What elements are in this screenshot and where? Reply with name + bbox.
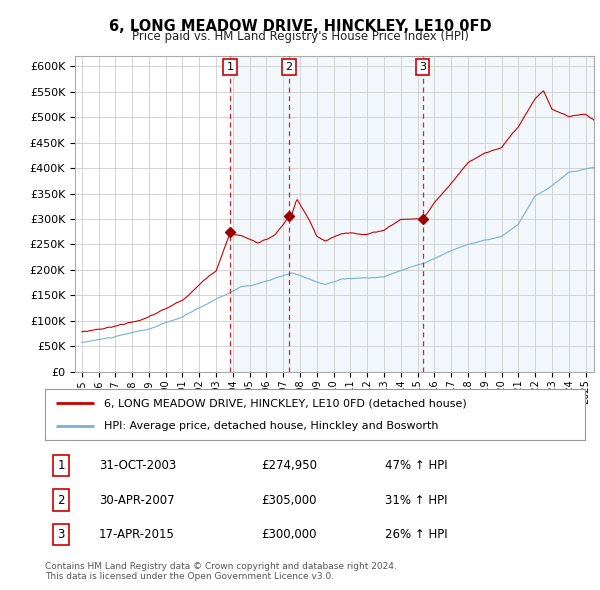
Text: 31% ↑ HPI: 31% ↑ HPI [385, 493, 448, 507]
Text: Price paid vs. HM Land Registry's House Price Index (HPI): Price paid vs. HM Land Registry's House … [131, 30, 469, 43]
Text: 6, LONG MEADOW DRIVE, HINCKLEY, LE10 0FD (detached house): 6, LONG MEADOW DRIVE, HINCKLEY, LE10 0FD… [104, 398, 467, 408]
Text: This data is licensed under the Open Government Licence v3.0.: This data is licensed under the Open Gov… [45, 572, 334, 581]
Text: 17-APR-2015: 17-APR-2015 [99, 528, 175, 541]
Text: 3: 3 [58, 528, 65, 541]
Text: 2: 2 [286, 62, 292, 72]
Text: £305,000: £305,000 [261, 493, 317, 507]
Text: 1: 1 [227, 62, 233, 72]
Text: 1: 1 [58, 459, 65, 472]
Text: £274,950: £274,950 [261, 459, 317, 472]
Text: 2: 2 [58, 493, 65, 507]
Text: 47% ↑ HPI: 47% ↑ HPI [385, 459, 448, 472]
Text: HPI: Average price, detached house, Hinckley and Bosworth: HPI: Average price, detached house, Hinc… [104, 421, 439, 431]
Text: 26% ↑ HPI: 26% ↑ HPI [385, 528, 448, 541]
Bar [230, 56, 600, 372]
Text: 30-APR-2007: 30-APR-2007 [99, 493, 175, 507]
Text: Contains HM Land Registry data © Crown copyright and database right 2024.: Contains HM Land Registry data © Crown c… [45, 562, 397, 571]
Text: 3: 3 [419, 62, 426, 72]
Text: 6, LONG MEADOW DRIVE, HINCKLEY, LE10 0FD: 6, LONG MEADOW DRIVE, HINCKLEY, LE10 0FD [109, 19, 491, 34]
Text: 31-OCT-2003: 31-OCT-2003 [99, 459, 176, 472]
Text: £300,000: £300,000 [261, 528, 317, 541]
